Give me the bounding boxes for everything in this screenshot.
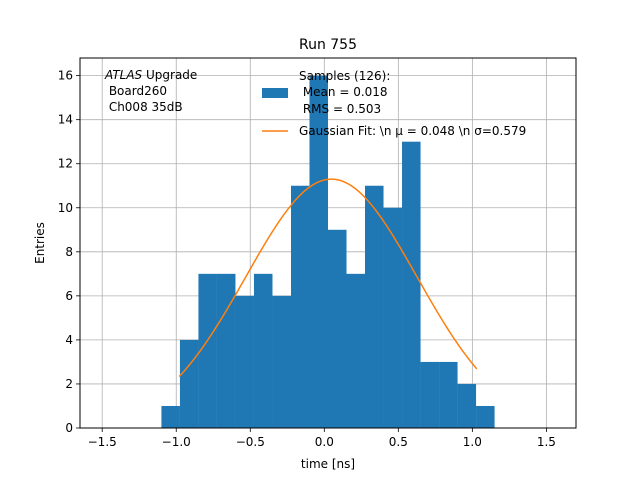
- histogram-bar: [272, 295, 291, 428]
- histogram-bar: [383, 207, 403, 428]
- atlas-annotation: ATLAS Upgrade Board260 Ch008 35dB: [104, 68, 197, 114]
- histogram-bar: [216, 273, 236, 428]
- histogram-bar: [457, 383, 477, 428]
- histogram-bar: [309, 75, 328, 428]
- annotation-board: Board260: [105, 84, 167, 98]
- y-axis-ticks: 0 2 4 6 8 10 12 14 16: [58, 69, 80, 435]
- histogram-bar: [179, 339, 199, 428]
- y-tick-label: 16: [58, 69, 73, 83]
- x-tick-label: 0.5: [389, 435, 408, 449]
- plot-frame: [79, 57, 577, 429]
- legend-histogram-swatch: [262, 88, 288, 98]
- y-tick-label: 14: [58, 113, 73, 127]
- gaussian-fit-curve: [178, 178, 478, 378]
- chart-title: Run 755: [299, 37, 357, 53]
- legend-rms-label: RMS = 0.503: [299, 102, 381, 116]
- y-axis-label: Entries: [33, 222, 47, 264]
- annotation-upgrade: Upgrade: [142, 68, 197, 82]
- histogram-bar: [439, 361, 458, 428]
- x-axis-label: time [ns]: [301, 457, 355, 471]
- x-tick-label: 1.0: [463, 435, 482, 449]
- legend-samples-label: Samples (126):: [299, 69, 390, 83]
- svg-text:ATLAS Upgrade: ATLAS Upgrade: [104, 68, 197, 82]
- histogram-bar: [402, 141, 421, 428]
- y-tick-label: 4: [65, 333, 73, 347]
- x-tick-label: −1.5: [88, 435, 117, 449]
- legend-mean-label: Mean = 0.018: [299, 85, 388, 99]
- y-tick-label: 2: [65, 377, 73, 391]
- y-tick-label: 10: [58, 201, 73, 215]
- y-tick-label: 12: [58, 157, 73, 171]
- histogram-bars: [161, 75, 495, 428]
- histogram-bar: [328, 229, 347, 428]
- x-tick-label: 1.5: [537, 435, 556, 449]
- histogram-bar: [253, 273, 273, 428]
- y-tick-label: 6: [65, 289, 73, 303]
- histogram-bar: [198, 273, 217, 428]
- histogram-bar: [161, 405, 180, 428]
- y-tick-label: 8: [65, 245, 73, 259]
- histogram-bar: [476, 405, 495, 428]
- x-tick-label: −1.0: [162, 435, 191, 449]
- legend: Samples (126): Mean = 0.018 RMS = 0.503 …: [262, 69, 526, 138]
- legend-fit-label: Gaussian Fit: \n μ = 0.048 \n σ=0.579: [299, 124, 526, 138]
- histogram-bar: [420, 361, 440, 428]
- histogram-bar: [290, 185, 310, 428]
- annotation-channel: Ch008 35dB: [105, 100, 183, 114]
- histogram-bar: [235, 295, 254, 428]
- x-axis-ticks: −1.5 −1.0 −0.5 0.0 0.5 1.0 1.5: [88, 428, 556, 449]
- histogram-bar: [346, 273, 366, 428]
- annotation-atlas: ATLAS: [104, 68, 143, 82]
- x-tick-label: −0.5: [236, 435, 265, 449]
- y-tick-label: 0: [65, 421, 73, 435]
- histogram-bar: [365, 185, 384, 428]
- x-tick-label: 0.0: [315, 435, 334, 449]
